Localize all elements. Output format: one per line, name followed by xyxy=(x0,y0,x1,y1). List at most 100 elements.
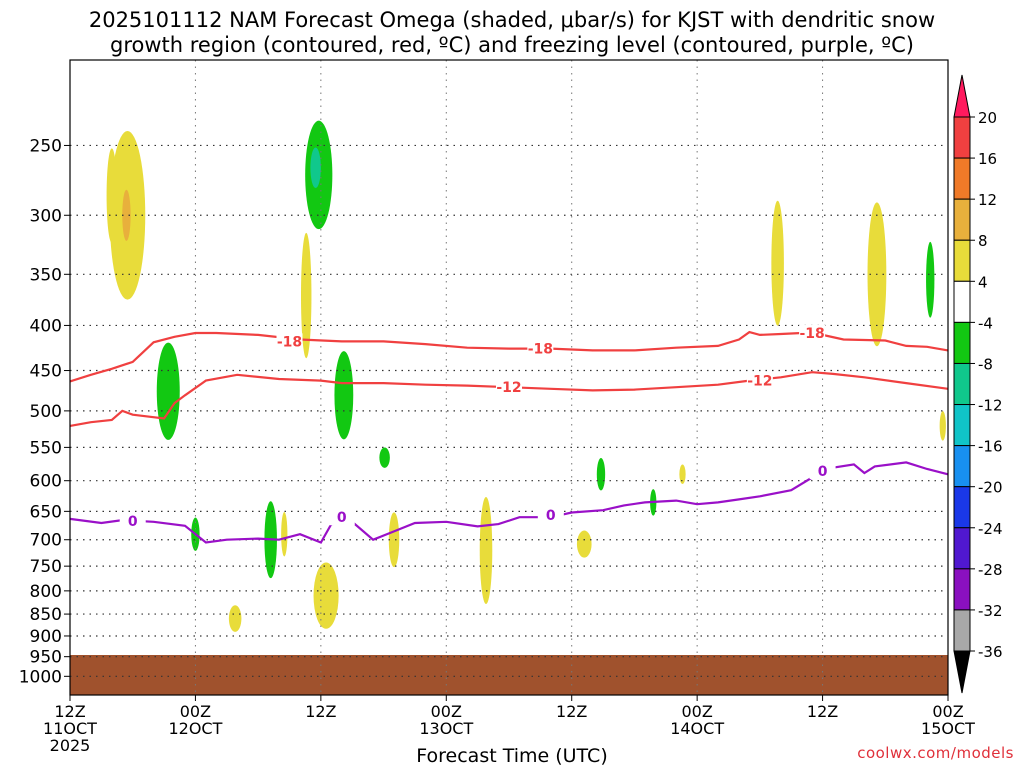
colorbar-segment xyxy=(953,157,971,200)
colorbar-segment xyxy=(953,445,971,488)
colorbar-segment xyxy=(953,239,971,282)
y-tick-label: 700 xyxy=(30,531,62,551)
omega-shaded-region xyxy=(926,241,935,318)
colorbar-label: -4 xyxy=(978,314,993,332)
colorbar-label: -16 xyxy=(978,438,1003,456)
y-tick-label: 400 xyxy=(30,316,62,336)
y-tick-label: 800 xyxy=(30,582,62,602)
y-tick-label: 300 xyxy=(30,206,62,226)
omega-shaded-region xyxy=(679,464,686,485)
x-tick-label: 14OCT xyxy=(670,719,724,738)
colorbar-segment xyxy=(953,280,971,323)
contour-label-bg xyxy=(276,333,303,350)
colorbar-label: -24 xyxy=(978,520,1003,538)
omega-shaded-region xyxy=(939,411,946,441)
contour-label-bg xyxy=(496,379,522,396)
y-tick-label: 350 xyxy=(30,265,62,285)
x-tick-label: 12OCT xyxy=(168,719,222,738)
omega-shaded-region xyxy=(771,200,784,326)
colorbar-bottom-arrow xyxy=(953,650,971,694)
colorbar-segment xyxy=(953,568,971,611)
y-tick-label: 550 xyxy=(30,438,62,458)
omega-shaded-region xyxy=(313,562,339,629)
omega-shaded-region xyxy=(156,342,180,440)
x-tick-label: 11OCT xyxy=(43,719,97,738)
contour-label: 0 xyxy=(337,510,347,526)
y-tick-label: 650 xyxy=(30,502,62,522)
colorbar-segment xyxy=(953,362,971,406)
terrain-fill xyxy=(70,655,948,695)
omega-shaded-region xyxy=(106,148,118,243)
omega-shaded-region xyxy=(310,147,321,189)
colorbar-segment xyxy=(953,404,971,447)
colorbar-segment xyxy=(953,486,971,529)
contour-label-bg xyxy=(799,325,826,342)
colorbar-segment xyxy=(953,198,971,241)
contour-label-bg xyxy=(746,372,773,389)
x-tick-label: 00Z xyxy=(180,702,211,721)
contour-label: 0 xyxy=(128,514,138,530)
y-tick-label: 600 xyxy=(30,472,62,492)
y-tick-label: 950 xyxy=(30,648,62,668)
contour-label: -18 xyxy=(528,342,553,358)
y-tick-label: 900 xyxy=(30,627,62,647)
chart-title-line2: growth region (contoured, red, ºC) and f… xyxy=(110,33,914,57)
credit-text: coolwx.com/models xyxy=(857,744,1014,762)
x-tick-label: 12Z xyxy=(807,702,838,721)
colorbar-label: 20 xyxy=(978,109,997,127)
x-axis-title: Forecast Time (UTC) xyxy=(416,745,608,767)
contour-label-bg xyxy=(328,509,355,526)
omega-shaded-region xyxy=(596,458,606,491)
omega-shaded-region xyxy=(334,351,354,440)
colorbar-top-arrow xyxy=(953,74,971,118)
contour--12 xyxy=(69,371,949,427)
omega-shaded-region xyxy=(479,496,493,605)
y-tick-label: 750 xyxy=(30,557,62,577)
contour-label-bg xyxy=(809,463,836,480)
colorbar-label: -32 xyxy=(978,602,1003,620)
colorbar-label: 16 xyxy=(978,150,997,168)
chart-title-line1: 2025101112 NAM Forecast Omega (shaded, μ… xyxy=(88,8,936,32)
omega-shaded-region xyxy=(122,189,131,241)
x-tick-label: 12Z xyxy=(305,702,336,721)
colorbar-label: 12 xyxy=(978,191,997,209)
contour-label-bg xyxy=(119,513,146,530)
x-tick-label: 00Z xyxy=(681,702,712,721)
y-tick-label: 850 xyxy=(30,605,62,625)
y-tick-label: 1000 xyxy=(19,667,62,687)
colorbar-segment xyxy=(953,527,971,570)
colorbar-label: -12 xyxy=(978,397,1003,415)
contour-label-bg xyxy=(537,506,564,523)
colorbar-segment xyxy=(953,321,971,364)
y-tick-label: 450 xyxy=(30,362,62,382)
y-tick-label: 500 xyxy=(30,402,62,422)
x-tick-label: 13OCT xyxy=(419,719,473,738)
contour-label-bg xyxy=(527,340,554,357)
colorbar-segment xyxy=(953,609,971,652)
contour-label: -12 xyxy=(747,374,772,390)
contour-label: -18 xyxy=(277,334,302,350)
x-tick-label: 12Z xyxy=(556,702,587,721)
contour-label: 0 xyxy=(818,464,828,480)
x-tick-label: 00Z xyxy=(932,702,963,721)
colorbar-label: 4 xyxy=(978,273,988,291)
omega-shaded-region xyxy=(300,232,312,359)
contour-label: 0 xyxy=(546,508,556,524)
colorbar-segment xyxy=(953,116,971,159)
plot-frame xyxy=(69,59,949,696)
plot-area xyxy=(70,60,948,695)
colorbar-label: -36 xyxy=(978,643,1003,661)
omega-shaded-region xyxy=(228,605,242,632)
colorbar-label: -20 xyxy=(978,479,1003,497)
colorbar-label: 8 xyxy=(978,232,988,250)
contour-label: -12 xyxy=(496,380,521,396)
omega-shaded-region xyxy=(379,447,390,468)
omega-shaded-region xyxy=(576,530,592,558)
x-tick-label: 15OCT xyxy=(921,719,975,738)
omega-shaded-region xyxy=(281,511,288,557)
y-tick-label: 250 xyxy=(30,136,62,156)
colorbar-label: -8 xyxy=(978,355,993,373)
omega-shaded-region xyxy=(388,512,400,568)
colorbar-label: -28 xyxy=(978,561,1003,579)
